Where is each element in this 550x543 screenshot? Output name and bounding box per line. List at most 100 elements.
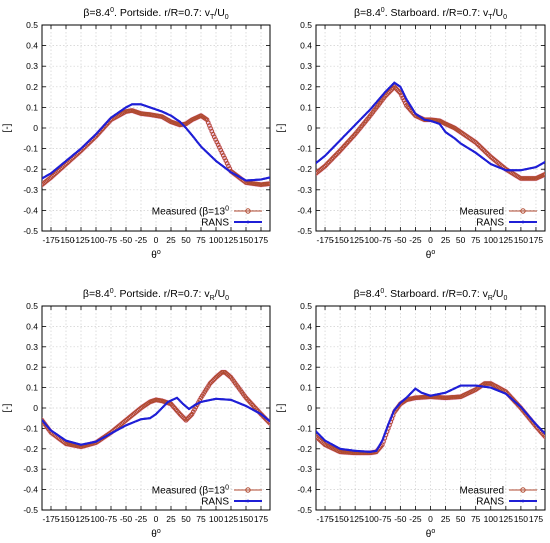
rans-series (316, 384, 545, 453)
rans-point (354, 123, 357, 127)
rans-point (206, 151, 209, 155)
y-tick-label: 0.3 (300, 342, 312, 352)
series-group (42, 369, 270, 450)
measured-point (542, 434, 545, 439)
y-tick-label: 0.2 (26, 362, 38, 372)
chart-title: β=8.40. Starboard. r/R=0.7: vT/U0 (354, 7, 507, 21)
x-tick-label: -150 (332, 514, 349, 524)
rans-point (378, 443, 381, 446)
x-tick-label: -175 (42, 235, 59, 245)
rans-point (412, 389, 416, 392)
legend-label-measured: Measured (β=130 (152, 485, 229, 497)
rans-point (529, 416, 532, 420)
rans-point (380, 95, 383, 98)
rans-point (409, 104, 412, 107)
rans-point (533, 421, 536, 424)
rans-point (348, 129, 351, 132)
legend-label-rans: RANS (201, 497, 229, 508)
x-tick-label: 0 (428, 514, 433, 524)
rans-point (355, 122, 358, 125)
rans-point (334, 143, 338, 146)
rans-point (522, 409, 525, 412)
x-tick-label: -175 (42, 514, 59, 524)
rans-point (360, 116, 364, 119)
rans-point (390, 414, 394, 417)
rans-point (406, 100, 409, 103)
y-tick-label: -0.2 (297, 444, 312, 454)
rans-point (387, 423, 390, 426)
x-tick-label: 150 (239, 235, 253, 245)
x-tick-label: 175 (529, 235, 543, 245)
rans-point (401, 90, 404, 93)
y-axis-label: [-] (276, 403, 287, 412)
rans-point (366, 111, 369, 114)
y-tick-label: -0.1 (297, 144, 312, 154)
x-tick-label: 175 (254, 514, 268, 524)
y-tick-label: 0.2 (26, 82, 38, 92)
rans-point (376, 447, 379, 450)
y-tick-label: 0.1 (26, 383, 38, 393)
rans-point (212, 157, 215, 160)
x-tick-label: 0 (154, 514, 159, 524)
rans-point (42, 420, 45, 423)
rans-point (381, 439, 384, 442)
rans-point (90, 137, 94, 140)
rans-point (89, 138, 92, 141)
rans-point (438, 122, 441, 125)
rans-point (337, 140, 340, 143)
legend-marker-measured (520, 487, 526, 493)
x-tick-label: -100 (362, 235, 379, 245)
rans-point (330, 147, 333, 150)
x-tick-label: 75 (471, 514, 481, 524)
y-tick-label: -0.3 (297, 464, 312, 474)
rans-point (103, 124, 106, 127)
x-tick-label: -25 (409, 514, 422, 524)
y-tick-label: -0.4 (23, 205, 38, 215)
rans-point (187, 129, 190, 132)
rans-point (44, 423, 47, 426)
chart-panel-1: -175-150-125-100 -75 -50 -25 0 25 50 75 100 125 15… (2, 7, 271, 261)
rans-point (525, 412, 528, 415)
y-tick-label: 0.5 (300, 301, 312, 311)
rans-point (392, 411, 395, 414)
rans-point (329, 149, 332, 152)
rans-point (382, 436, 385, 439)
x-tick-label: 100 (484, 514, 498, 524)
rans-point (375, 100, 379, 103)
measured-point (221, 370, 226, 375)
rans-point (201, 146, 204, 149)
rans-point (189, 132, 192, 135)
rans-point (373, 103, 376, 106)
x-tick-label: -100 (362, 514, 379, 524)
measured-point (219, 370, 225, 375)
y-tick-label: -0.5 (297, 505, 312, 515)
rans-point (439, 124, 442, 127)
rans-point (442, 127, 445, 130)
rans-point (410, 106, 413, 109)
x-tick-label: -100 (87, 514, 104, 524)
rans-series (316, 81, 545, 172)
y-tick-label: -0.1 (23, 423, 38, 433)
y-tick-label: 0.4 (300, 41, 312, 51)
rans-point (352, 125, 355, 128)
rans-point (97, 130, 100, 133)
rans-point (88, 139, 91, 142)
y-tick-label: 0 (307, 123, 312, 133)
rans-point (526, 413, 529, 416)
rans-point (199, 145, 203, 148)
rans-point (402, 93, 406, 96)
y-tick-label: -0.2 (23, 164, 38, 174)
rans-point (105, 121, 109, 124)
measured-halo (42, 369, 270, 450)
chart-panel-2: -175-150-125-100 -75 -50 -25 0 25 50 75 100 125 15… (276, 7, 546, 261)
legend-marker-measured (520, 208, 526, 214)
rans-point (349, 128, 353, 131)
series-group (316, 380, 545, 456)
x-tick-label: 25 (441, 235, 451, 245)
rans-point (190, 134, 194, 137)
rans-point (379, 441, 383, 444)
series-group (316, 81, 545, 182)
rans-point (210, 155, 214, 159)
